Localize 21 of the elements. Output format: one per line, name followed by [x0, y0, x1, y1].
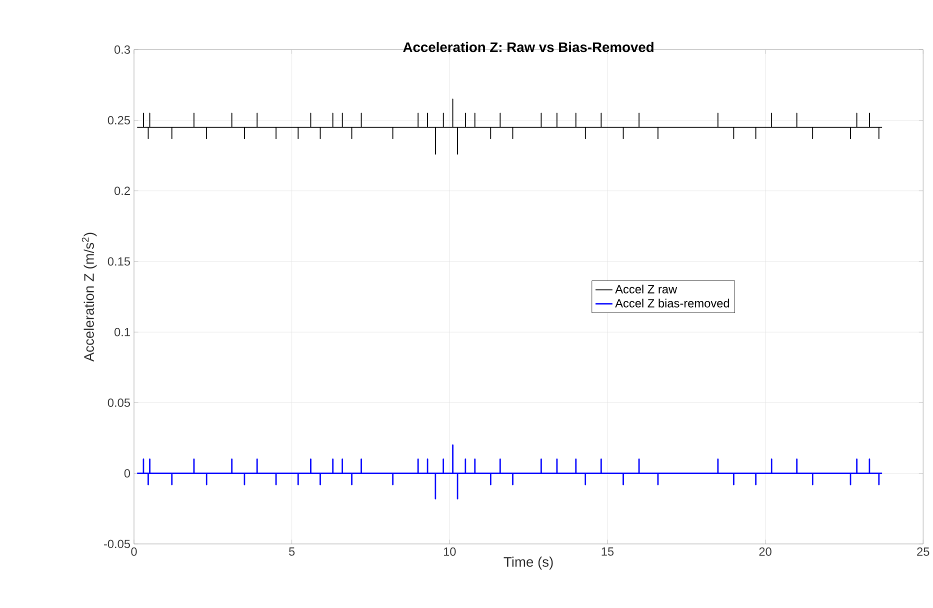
y-tick-label: 0.1 — [114, 328, 130, 336]
y-tick-label: 0.25 — [108, 116, 130, 124]
x-tick-label: 20 — [759, 547, 772, 556]
x-tick-label: 5 — [289, 547, 295, 556]
x-axis-title: Time (s) — [504, 556, 553, 570]
y-tick-label: -0.05 — [104, 540, 130, 548]
y-tick-label: 0.3 — [114, 45, 130, 54]
x-tick-label: 0 — [131, 547, 137, 556]
y-tick-label: 0.05 — [108, 398, 130, 407]
line-series — [136, 98, 883, 154]
x-tick-label: 15 — [602, 547, 614, 556]
x-tick-label: 25 — [917, 547, 930, 556]
y-tick-label: 0.15 — [108, 257, 130, 266]
line-series — [136, 444, 883, 500]
y-tick-label: 0 — [124, 468, 130, 478]
legend-label: Accel Z bias-removed — [615, 298, 730, 308]
x-tick-label: 10 — [444, 547, 456, 556]
chart-title: Acceleration Z: Raw vs Bias-Removed — [403, 42, 654, 52]
y-axis-title: Acceleration Z (m/s$^{2}$) — [82, 232, 97, 362]
legend-label: Accel Z raw — [615, 284, 678, 294]
y-tick-label: 0.2 — [114, 186, 130, 195]
